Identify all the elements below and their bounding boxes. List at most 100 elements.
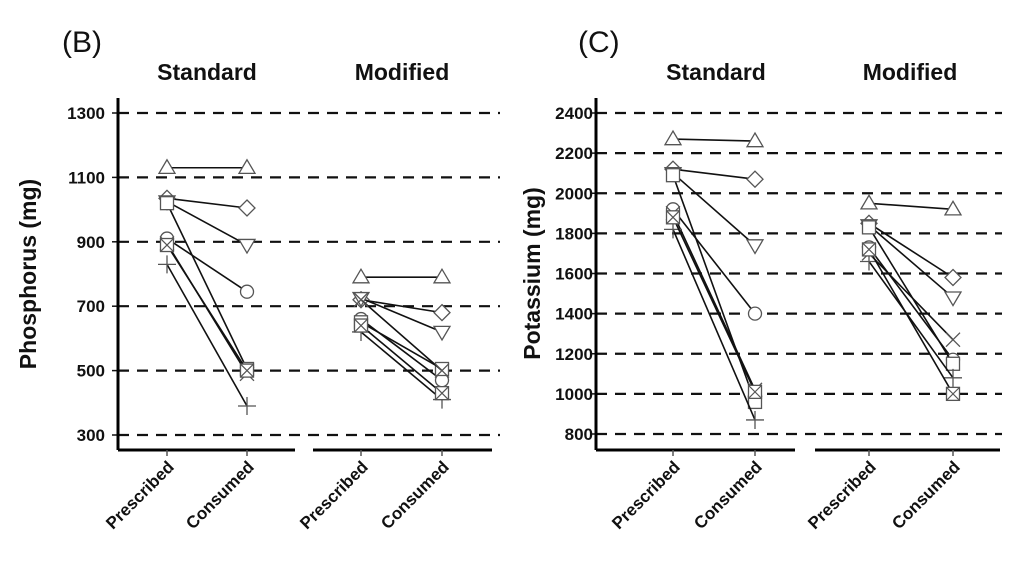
series-triangle [663,129,765,148]
point-triangle-prescribed [157,158,177,174]
point-square-prescribed [159,196,175,211]
y-tick-label: 1400 [555,305,593,324]
y-tick-label: 300 [77,426,105,445]
point-inverted-triangle-consumed [237,238,257,255]
point-diamond-consumed [238,199,256,217]
point-square-prescribed [665,168,681,183]
y-tick-label: 800 [565,425,593,444]
group-modified: Modified Prescribed Consumed [804,59,1000,533]
group-title: Standard [666,59,766,85]
series-line [672,138,756,142]
series-line [360,297,443,333]
series-square [861,220,961,371]
y-tick-label: 2400 [555,104,593,123]
series-line [672,229,756,421]
panel-label: (C) [578,26,620,59]
series-line [868,202,954,211]
series-line [360,299,443,372]
y-tick-label: 1600 [555,265,593,284]
series-triangle [157,158,257,174]
point-square-x-prescribed-cross [666,210,680,225]
point-triangle-prescribed [351,267,371,284]
point-inverted-triangle-consumed [943,291,963,307]
series-line [360,331,443,401]
point-plus-consumed [746,410,764,429]
y-tick-label: 1300 [67,104,105,123]
series-line [868,222,954,279]
series-line [868,252,954,341]
group-modified: Modified Prescribed Consumed [296,59,492,533]
series-triangle [859,193,963,216]
series-x [353,292,450,379]
series-line [360,321,443,370]
y-tick-label: 1100 [68,168,105,187]
point-triangle-consumed [943,200,963,216]
x-tick-label: Prescribed [804,457,880,533]
series-line [360,298,443,314]
series-line [166,244,248,372]
series-circle [861,240,961,367]
x-tick-label: Consumed [690,457,766,533]
y-tick-label: 500 [77,362,105,381]
series-plus [664,220,764,429]
point-square-x-consumed-cross [435,386,449,401]
y-tick-label: 2200 [555,144,593,163]
point-inverted-triangle-consumed [432,325,452,342]
point-square-prescribed [861,220,877,235]
point-plus-consumed [944,368,962,387]
series-line [166,197,248,209]
point-triangle-consumed [432,267,452,284]
point-square-x-consumed-cross [946,386,960,401]
point-triangle-prescribed [663,129,683,146]
group-standard: Standard Prescribed Consumed [596,59,795,533]
point-triangle-consumed [745,131,765,148]
panel-b: (B)Phosphorus (mg)30050070090011001300St… [15,26,500,533]
series-line [672,172,756,247]
y-tick-label: 2000 [555,184,593,203]
point-square-x-consumed-cross [240,363,254,378]
panel-label: (B) [62,26,102,59]
point-plus-consumed [238,397,256,416]
series-line [868,249,954,395]
point-square-x-prescribed-cross [354,318,368,333]
point-x-consumed [945,332,961,348]
series-plus [158,255,256,416]
group-standard: Standard Prescribed Consumed [102,59,295,533]
series-line [868,260,954,379]
point-square-consumed [434,361,450,377]
point-triangle-consumed [237,158,257,174]
x-tick-label: Consumed [182,457,258,533]
point-x-consumed [434,363,450,379]
point-inverted-triangle-consumed [745,239,765,255]
series-line [166,200,248,246]
point-x-prescribed [353,292,369,308]
group-title: Modified [355,59,450,85]
group-title: Modified [863,59,958,85]
y-tick-label: 700 [77,297,105,316]
series-line [166,263,248,407]
x-tick-label: Consumed [377,457,453,533]
y-tick-label: 900 [77,233,105,252]
y-tick-label: 1000 [555,385,593,404]
y-axis-title: Phosphorus (mg) [15,179,41,369]
point-diamond-consumed [746,170,764,189]
panel-c: (C) Potassium (mg) 800 1000 1200 1400 1600 1800… [519,26,1002,533]
x-tick-label: Prescribed [608,457,684,533]
group-title: Standard [157,59,257,85]
point-square-x-prescribed-cross [862,242,876,257]
series-square-x [665,210,763,400]
point-square-x-prescribed-cross [160,238,174,252]
y-axis-title: Potassium (mg) [519,187,545,360]
series-square-x [861,242,961,402]
y-tick-label: 1200 [555,345,593,364]
x-tick-label: Consumed [888,457,964,533]
series-triangle [351,267,452,284]
series-line [868,224,954,299]
series-line [672,168,756,181]
point-circle-consumed [747,306,763,321]
point-circle-consumed [239,284,255,299]
series-square-x [159,237,255,378]
x-tick-label: Prescribed [296,457,372,533]
series-circle [353,311,450,388]
